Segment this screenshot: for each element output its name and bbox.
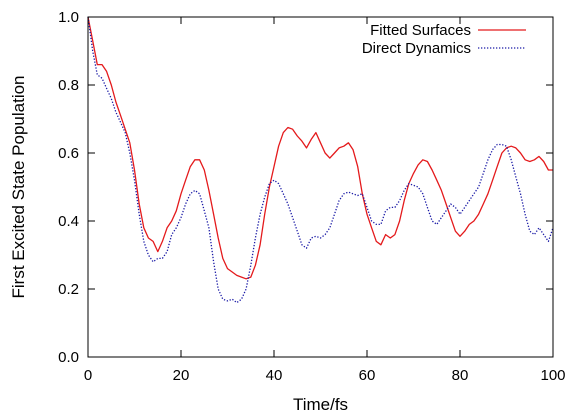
plot-frame — [87, 16, 554, 358]
y-axis-label: First Excited State Population — [9, 75, 28, 298]
ticks-layer: 0 20 40 60 80 100 0.0 0.2 0.4 0.6 0.8 1.0 — [58, 9, 565, 384]
x-axis-label: Time/fs — [293, 395, 348, 414]
x-tick-label: 40 — [266, 367, 283, 384]
y-tick-label: 0.0 — [58, 349, 79, 366]
y-tick-label: 0.6 — [58, 145, 79, 162]
y-tick-label: 0.8 — [58, 77, 79, 94]
x-tick-label: 20 — [173, 367, 190, 384]
legend-label: Direct Dynamics — [362, 40, 471, 57]
y-tick-label: 0.4 — [58, 213, 79, 230]
series-line-direct-dynamics — [87, 16, 554, 304]
legend-label: Fitted Surfaces — [370, 22, 471, 39]
y-tick-label: 0.2 — [58, 281, 79, 298]
x-tick-label: 60 — [359, 367, 376, 384]
x-tick-label: 80 — [452, 367, 469, 384]
series-line-fitted-surfaces — [87, 16, 553, 280]
x-tick-label: 100 — [540, 367, 565, 384]
y-tick-label: 1.0 — [58, 9, 79, 26]
x-tick-label: 0 — [84, 367, 92, 384]
series-layer — [87, 16, 554, 304]
